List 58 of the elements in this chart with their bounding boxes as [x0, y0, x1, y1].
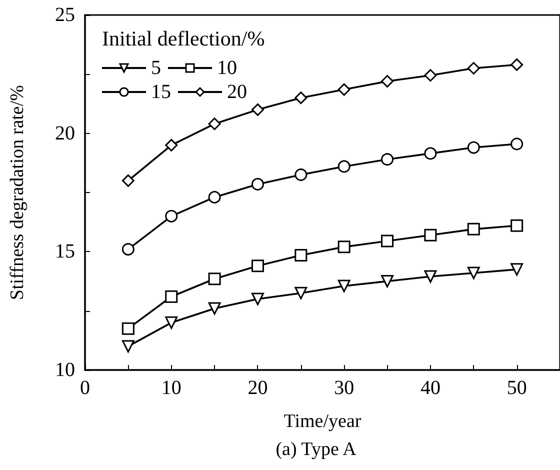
point [294, 248, 308, 262]
point [208, 302, 221, 315]
x-tick-label: 0 [80, 377, 90, 399]
point [381, 275, 394, 288]
point [424, 69, 437, 82]
x-tick-label: 30 [334, 377, 354, 399]
point [467, 222, 480, 236]
point [510, 263, 524, 276]
legend-label: 10 [217, 57, 237, 79]
x-tick-label: 20 [248, 377, 268, 399]
y-axis-title: Stiffness degradation rate/% [7, 84, 28, 300]
point [381, 234, 394, 248]
point [165, 290, 178, 303]
point [510, 138, 524, 150]
point [122, 243, 134, 256]
legend-label: 20 [227, 81, 247, 103]
point [467, 266, 480, 280]
point [165, 138, 178, 152]
point [510, 219, 524, 232]
point [338, 83, 350, 96]
point [294, 92, 308, 104]
point [251, 178, 264, 190]
point [165, 316, 178, 329]
x-tick-label: 40 [420, 377, 440, 399]
point [338, 240, 350, 254]
point [338, 160, 350, 173]
legend-label: 5 [151, 57, 161, 79]
point [467, 62, 480, 74]
point [122, 174, 134, 187]
point [251, 292, 264, 306]
y-tick-label: 15 [55, 240, 75, 263]
point [208, 118, 221, 130]
point [424, 228, 437, 242]
text: (a) Type A [276, 439, 357, 460]
point [381, 75, 394, 88]
point [381, 153, 394, 166]
point [251, 103, 264, 116]
x-tick-label: 10 [161, 377, 182, 399]
point [208, 272, 221, 286]
point [424, 147, 437, 160]
point [122, 322, 134, 335]
point [424, 270, 437, 283]
point [467, 141, 480, 154]
point [208, 190, 221, 204]
point [165, 210, 178, 222]
point [294, 168, 308, 181]
legend-label: 15 [151, 81, 171, 103]
y-tick-label: 10 [55, 359, 75, 381]
point [122, 340, 134, 353]
point [251, 260, 264, 272]
legend-title: Initial deflection/% [102, 26, 265, 50]
x-axis-title: Time/year [284, 411, 362, 432]
point [338, 280, 350, 292]
point [510, 58, 524, 71]
y-tick-label: 20 [55, 122, 75, 144]
x-tick-label: 50 [506, 377, 527, 399]
point [294, 286, 308, 300]
y-tick-label: 25 [55, 4, 75, 26]
